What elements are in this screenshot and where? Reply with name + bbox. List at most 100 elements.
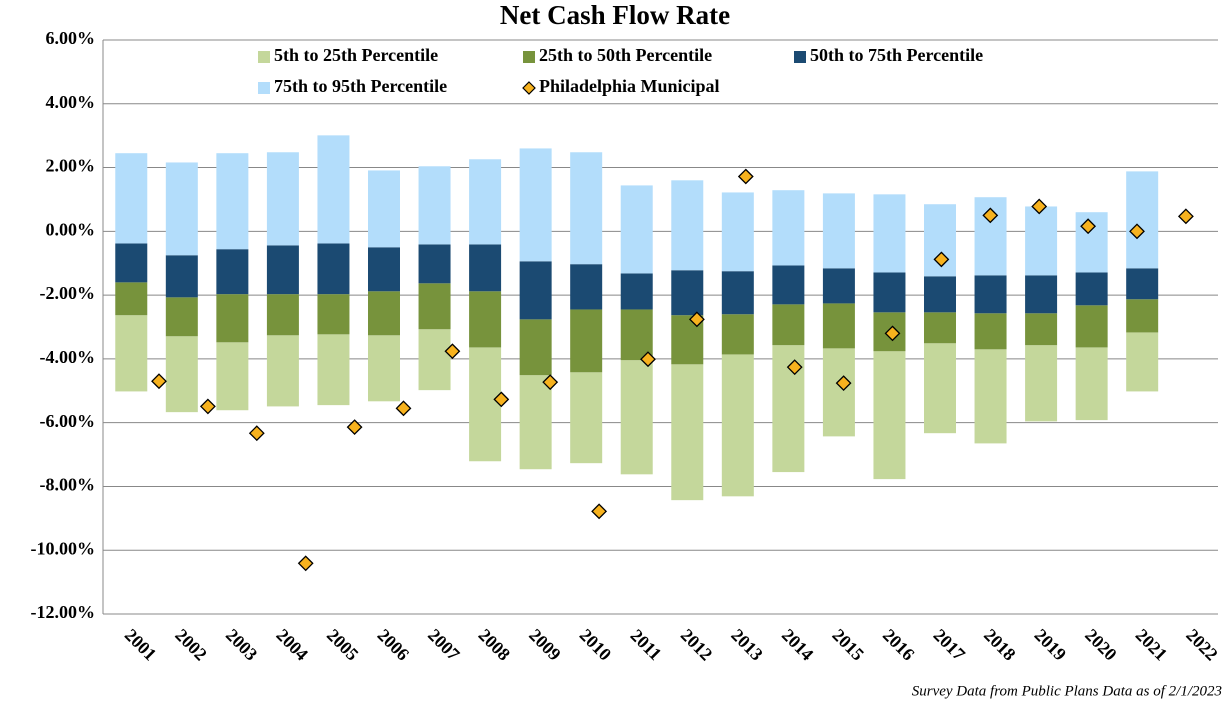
bar-segment [469,291,502,348]
bar-segment [418,166,451,245]
legend-label: 75th to 95th Percentile [274,76,447,96]
bar-segment [1126,332,1159,392]
y-tick-label: 4.00% [46,92,96,112]
marker [199,398,216,415]
bar-segment [469,244,502,292]
bar-segment [873,272,906,313]
bar-segment [115,282,148,316]
bar-segment [822,303,855,349]
marker [786,359,803,376]
x-tick-label: 2013 [727,625,767,665]
bar-segment [772,265,805,305]
chart-title: Net Cash Flow Rate [500,0,730,30]
bar-segment [165,297,198,337]
bar-segment [721,314,754,355]
marker [737,168,754,185]
legend-label: 50th to 75th Percentile [810,45,983,65]
bar-segment [873,194,906,273]
marker [542,374,559,391]
bar-segment [772,304,805,346]
bar-segment [1025,275,1058,314]
x-tick-label: 2009 [525,625,565,665]
bar-segment [924,312,956,344]
bar-segment [1025,345,1058,422]
marker [1129,223,1145,240]
bar-segment [216,249,249,295]
bar-segment [570,152,603,265]
bar-segment [1075,305,1108,348]
y-tick-label: -2.00% [40,283,96,303]
bar-segment [519,148,552,262]
bar-segment [1126,299,1159,333]
bar-segment [519,261,552,320]
marker [151,373,167,390]
x-tick-label: 2001 [121,625,161,665]
x-tick-label: 2019 [1031,625,1071,665]
bar-segment [317,294,350,335]
bar-segment [266,335,299,407]
bar-segment [873,351,906,480]
x-tick-label: 2007 [424,625,464,665]
marker [493,391,510,408]
marker [1177,208,1194,225]
bar-segment [368,247,400,292]
x-tick-label: 2006 [374,625,414,665]
legend-swatch [522,81,536,95]
bar-segment [368,335,400,402]
bar-segment [368,291,400,336]
bar-segment [671,364,704,501]
x-tick-label: 2010 [576,625,616,665]
x-tick-label: 2015 [828,625,868,665]
bar-segment [570,309,603,373]
bar-segment [1075,347,1108,421]
marker [591,503,608,520]
legend-swatch [523,51,535,63]
y-tick-label: 6.00% [46,28,96,48]
bar-segment [822,268,855,304]
bar-segment [1025,206,1058,276]
x-tick-label: 2004 [272,625,312,665]
y-tick-label: -4.00% [40,347,96,367]
x-tick-label: 2005 [323,625,363,665]
bar-segment [822,193,855,269]
x-tick-label: 2022 [1182,625,1222,665]
bar-segment [519,375,552,470]
legend-label: 5th to 25th Percentile [274,45,438,65]
x-tick-label: 2011 [627,625,666,664]
bar-segment [671,270,704,316]
x-tick-label: 2014 [778,625,818,665]
marker [444,343,461,360]
marker [1031,198,1048,215]
legend-label: 25th to 50th Percentile [539,45,712,65]
y-tick-label: -8.00% [40,475,96,495]
bar-segment [115,243,148,283]
bar-segment [115,315,148,392]
bar-segment [974,349,1007,444]
bar-segment [216,153,249,250]
y-tick-label: 0.00% [46,219,96,239]
bar-segment [216,342,249,411]
bar-segment [772,190,805,266]
y-tick-label: 2.00% [46,156,96,176]
bar-segment [266,245,299,295]
bar-segment [822,348,855,437]
legend-label: Philadelphia Municipal [539,76,720,96]
bar-segment [317,334,350,406]
bar-segment [1075,272,1108,306]
bar-segment [165,162,198,256]
bar-segment [368,170,400,248]
bar-segment [721,192,754,272]
marker [297,555,314,572]
marker [933,251,950,268]
bar-segment [418,283,451,330]
y-tick-label: -6.00% [40,411,96,431]
marker [982,207,999,224]
bar-segment [620,309,653,361]
bar-segment [418,329,451,391]
bar-segment [469,159,502,245]
bar-segment [1025,313,1058,346]
bar-segment [317,243,350,295]
legend-swatch [794,51,806,63]
marker [688,311,705,328]
